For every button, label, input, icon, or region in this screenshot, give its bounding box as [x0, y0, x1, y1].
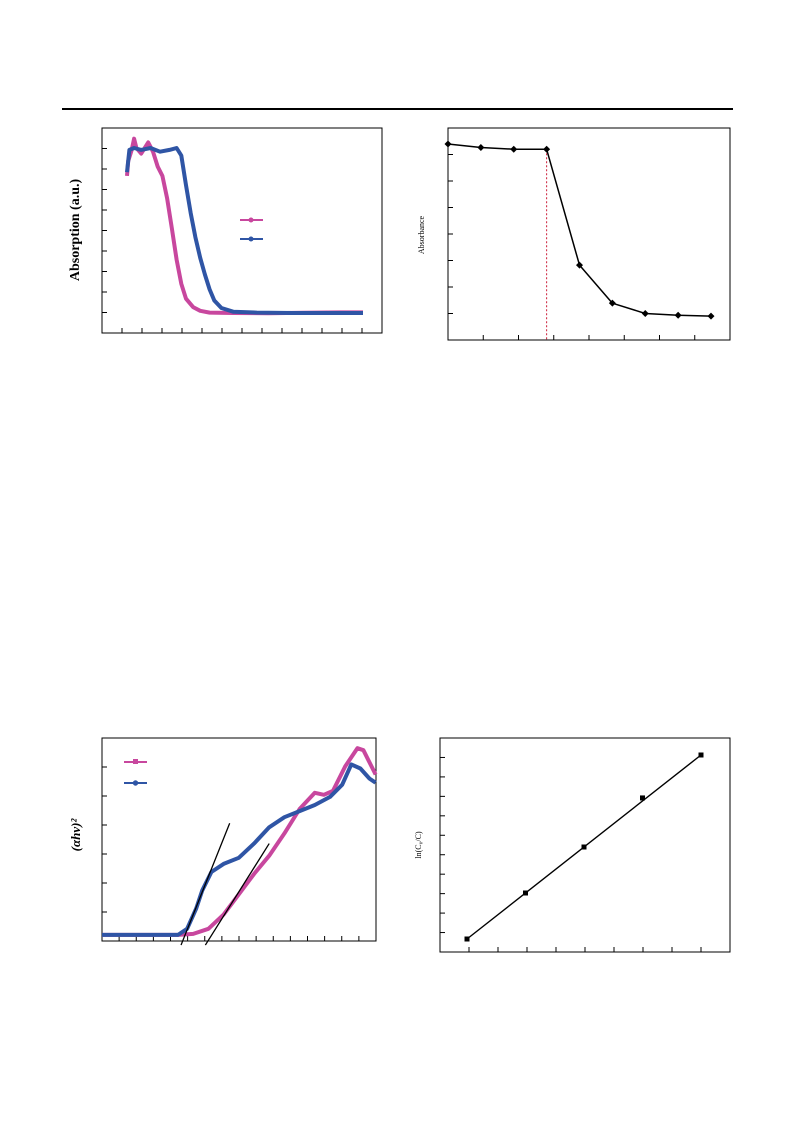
legend	[240, 217, 263, 242]
absorbance-trend-chart: Absorbance	[417, 127, 731, 341]
data-point	[576, 261, 583, 269]
plot-frame	[101, 737, 377, 942]
y-axis-label: Absorption (a.u.)	[68, 179, 83, 282]
legend-marker-dot	[248, 217, 254, 223]
data-point	[698, 752, 704, 758]
tauc-plot-chart: (αhν)²	[68, 737, 378, 946]
kinetics-chart: ln(C₀/C)	[414, 737, 731, 953]
plot-frame	[101, 127, 383, 334]
plot-frame	[447, 127, 731, 341]
y-axis-label: (αhν)²	[68, 818, 83, 852]
series-line-2	[102, 762, 377, 937]
absorption-spectra-chart: Absorption (a.u.)	[68, 127, 383, 334]
tangent-line	[180, 823, 231, 946]
data-point	[444, 140, 452, 148]
legend-marker-dot	[133, 759, 138, 764]
data-point	[674, 311, 682, 319]
legend-marker-dot	[132, 780, 139, 786]
panel-absorption-spectra: Absorption (a.u.)	[60, 125, 390, 350]
data-point	[523, 890, 528, 896]
data-point	[608, 299, 616, 307]
series-line-1	[447, 143, 712, 317]
legend-marker-dot	[248, 236, 254, 242]
data-point	[707, 312, 715, 320]
data-point	[510, 145, 518, 153]
tangent-line	[204, 843, 270, 946]
panel-kinetics: ln(C₀/C)	[400, 735, 740, 965]
y-axis-label: ln(C₀/C)	[414, 831, 423, 859]
panel-tauc-plot: (αhν)²	[60, 735, 390, 960]
series-line-1	[102, 746, 378, 937]
data-point	[477, 143, 485, 151]
header-rule	[62, 108, 733, 110]
legend	[124, 759, 147, 786]
series-line-2	[125, 146, 363, 315]
y-axis-label: Absorbance	[417, 215, 426, 254]
data-point	[640, 795, 645, 801]
series-line-1	[125, 136, 363, 316]
panel-absorbance-trend: Absorbance	[400, 125, 740, 355]
data-point	[543, 145, 551, 153]
data-point	[464, 936, 470, 942]
data-point	[581, 844, 587, 850]
data-point	[641, 310, 649, 318]
